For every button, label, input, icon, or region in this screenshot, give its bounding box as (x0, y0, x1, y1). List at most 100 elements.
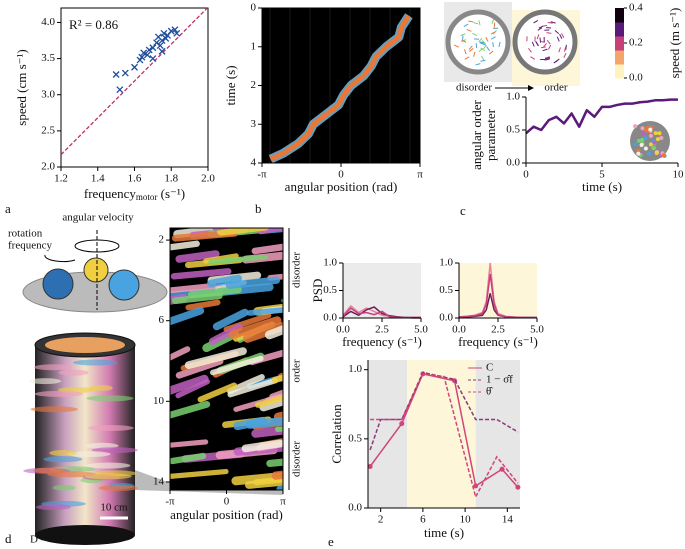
kymo-stripe (246, 416, 283, 429)
kymo-stripe (185, 299, 221, 311)
x-tick-label: 2.5 (491, 324, 505, 336)
colorbar-cell (615, 50, 624, 65)
flow-arrow (480, 42, 486, 46)
point (143, 51, 151, 59)
kymo-stripe (175, 250, 220, 263)
y-tick-label: 0.0 (348, 502, 362, 514)
x-tick-label: -π (165, 496, 175, 508)
point (160, 29, 168, 37)
flow-arrow (483, 44, 487, 50)
kymo-stripe (282, 306, 283, 311)
kymo-stripe (170, 282, 217, 294)
flow-arrow (480, 47, 486, 52)
kymo-stripe (209, 355, 264, 376)
y-tick-label: 2.0 (41, 161, 55, 173)
point (515, 484, 521, 490)
flow-arrow (481, 40, 487, 45)
flow-arrow (536, 34, 540, 40)
kymo-stripe (225, 276, 281, 289)
cylinder-texture (58, 369, 89, 376)
y-tick-label: 10 (153, 395, 165, 407)
x-tick-label: 5 (599, 169, 605, 181)
y-tick-label: 0.5 (506, 124, 520, 136)
series-line (370, 373, 519, 499)
y-axis-label: time (s) (223, 65, 238, 105)
y-tick-label: 0.5 (439, 284, 453, 296)
plot-background (262, 8, 420, 163)
kymo-stripe (274, 426, 283, 432)
particle (639, 142, 644, 147)
point (145, 46, 153, 54)
flow-arrow (531, 41, 535, 47)
particle (640, 126, 645, 131)
flow-arrow (481, 55, 485, 61)
point (171, 26, 179, 34)
y-tick-label: 6 (159, 314, 165, 326)
kymo-stripe (170, 374, 209, 395)
y-tick-label: 1 (251, 40, 257, 52)
flow-arrow (478, 37, 483, 43)
panel-letter: a (5, 201, 11, 216)
particle (643, 136, 648, 141)
plot-frame (169, 227, 284, 491)
point (399, 421, 405, 427)
legend-label: C (486, 362, 493, 374)
x-label-main: frequency (84, 186, 136, 201)
y-axis-label: parameter (483, 108, 498, 161)
kymo-stripe (175, 379, 211, 399)
y-tick-label: 0.5 (348, 432, 362, 444)
particle (651, 145, 656, 150)
plot-background (459, 263, 537, 318)
flow-arrow (486, 46, 490, 51)
x-tick-label: -π (257, 169, 267, 181)
flow-arrow (473, 22, 479, 25)
particle (652, 140, 657, 145)
annotation: R² = 0.86 (69, 17, 119, 32)
particle (640, 137, 645, 142)
particle (637, 138, 642, 143)
flow-arrow (462, 35, 464, 41)
kymo-stripe (170, 240, 200, 251)
kymo-stripe (255, 394, 283, 408)
x-axis-label: frequency (s⁻¹) (342, 334, 422, 349)
flow-arrow (460, 33, 466, 36)
y-axis-label: Correlation (329, 404, 344, 464)
particle (648, 133, 653, 138)
x-axis-label: angular position (rad) (285, 179, 398, 194)
cylinder-texture (33, 467, 66, 474)
series-line (269, 14, 411, 162)
point (367, 464, 373, 470)
kymo-stripe (271, 374, 283, 384)
kymo-stripe (170, 307, 205, 326)
annotation: frequency (8, 240, 52, 252)
particle (647, 151, 652, 156)
x-axis-label: frequencymotor (s⁻¹) (84, 186, 185, 202)
colorbar-tick-label: 0.4 (629, 2, 643, 14)
flow-arrow (485, 36, 489, 42)
cylinder-texture (89, 385, 113, 392)
kymo-stripe (188, 286, 242, 299)
flow-arrow (468, 45, 473, 50)
kymo-stripe (170, 268, 232, 280)
flow-arrow (547, 21, 553, 24)
x-tick-label: π (417, 169, 423, 181)
flow-arrow (478, 48, 484, 53)
y-tick-label: 0.0 (323, 312, 337, 324)
particle (633, 142, 638, 147)
x-axis-label: frequency (s⁻¹) (458, 334, 538, 349)
cylinder-texture (86, 395, 134, 402)
series-line (525, 98, 678, 135)
kymo-stripe (171, 292, 223, 305)
y-tick-label: 0.5 (323, 284, 337, 296)
flow-arrow (498, 41, 501, 47)
flow-arrow (491, 18, 495, 24)
flow-arrow (463, 23, 469, 27)
y-tick-label: 2 (159, 234, 165, 246)
x-tick-label: 10 (460, 514, 472, 526)
colorbar-cell (615, 8, 624, 23)
legend-label: θ̂ (486, 386, 493, 398)
y-axis-label: speed (cm s⁻¹) (14, 49, 29, 125)
kymo-stripe (276, 485, 283, 490)
panel-letter: e (328, 534, 334, 549)
point (158, 37, 166, 44)
